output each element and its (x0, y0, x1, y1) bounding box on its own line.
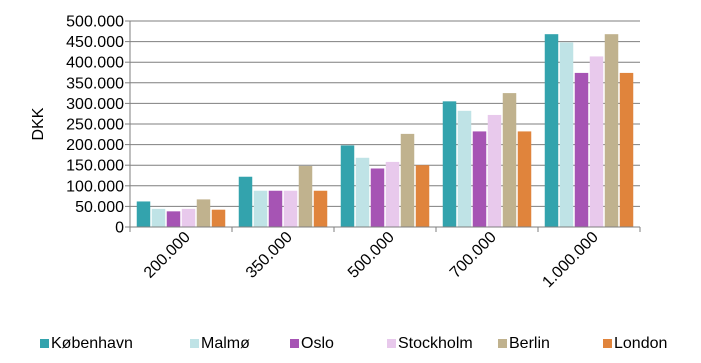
y-tick-label: 300.000 (66, 96, 124, 113)
bar-oslo (268, 190, 283, 227)
bar-berlin (400, 133, 415, 227)
legend-label: Stockholm (398, 335, 473, 352)
bar-london (517, 131, 532, 227)
y-tick-label: 100.000 (66, 178, 124, 195)
bar-københavn (136, 201, 151, 227)
bar-stockholm (283, 190, 298, 227)
bar-london (313, 190, 328, 227)
legend-label: London (614, 335, 667, 352)
y-tick-label: 250.000 (66, 117, 124, 134)
bar-malmø (253, 190, 268, 227)
y-axis-label: DKK (30, 107, 47, 140)
y-tick-label: 200.000 (66, 137, 124, 154)
gridlines (130, 20, 640, 207)
y-tick-label: 0 (115, 220, 124, 237)
bar-malmø (151, 208, 166, 227)
legend-label: Berlin (509, 335, 550, 352)
bar-malmø (457, 110, 472, 227)
legend-label: Malmø (201, 335, 250, 352)
x-tick-label: 700.000 (447, 229, 500, 282)
bar-london (415, 165, 430, 227)
x-tick-label: 500.000 (345, 229, 398, 282)
bar-stockholm (385, 161, 400, 227)
bar-berlin (298, 166, 313, 227)
bar-oslo (574, 72, 589, 227)
legend-swatch (40, 339, 49, 348)
bar-berlin (604, 34, 619, 228)
x-tick-label: 200.000 (141, 229, 194, 282)
x-tick-label: 1.000.000 (539, 229, 601, 291)
legend-label: Oslo (301, 335, 334, 352)
y-tick-label: 500.000 (66, 14, 124, 31)
bar-københavn (238, 176, 253, 227)
legend-swatch (498, 339, 507, 348)
y-tick-label: 350.000 (66, 75, 124, 92)
legend: København Malmø Oslo Stockholm Berlin London (40, 335, 667, 352)
bar-københavn (544, 34, 559, 228)
bar-stockholm (181, 208, 196, 227)
bar-malmø (355, 157, 370, 227)
bar-malmø (559, 42, 574, 228)
y-tick-label: 150.000 (66, 158, 124, 175)
legend-label: København (51, 335, 133, 352)
legend-swatch (290, 339, 299, 348)
bar-berlin (196, 199, 211, 227)
bar-london (619, 72, 634, 227)
y-tick-label: 50.000 (75, 199, 124, 216)
bar-oslo (166, 211, 181, 227)
bar-oslo (370, 168, 385, 227)
legend-swatch (190, 339, 199, 348)
bar-københavn (340, 145, 355, 227)
bar-london (211, 209, 226, 227)
bar-københavn (442, 101, 457, 227)
bar-oslo (472, 131, 487, 227)
y-tick-labels: 0 50.000 100.000 150.000 200.000 250.000 300.0… (66, 14, 130, 237)
bar-berlin (502, 93, 517, 227)
legend-swatch (603, 339, 612, 348)
x-tick-label: 350.000 (243, 229, 296, 282)
bars (136, 34, 634, 228)
x-tick-labels: 200.000 350.000 500.000 700.000 1.000.000 (141, 229, 602, 291)
y-tick-label: 450.000 (66, 34, 124, 51)
legend-swatch (387, 339, 396, 348)
bar-stockholm (487, 114, 502, 227)
y-tick-label: 400.000 (66, 55, 124, 72)
bar-stockholm (589, 56, 604, 227)
